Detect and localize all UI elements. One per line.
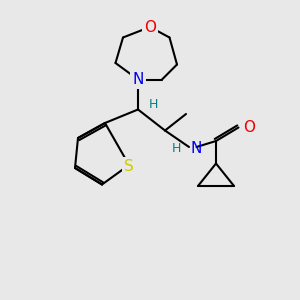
Text: S: S: [124, 159, 134, 174]
Text: H: H: [172, 142, 182, 155]
Text: O: O: [144, 20, 156, 34]
Text: N: N: [132, 72, 144, 87]
Text: O: O: [243, 120, 255, 135]
Text: N: N: [190, 141, 202, 156]
Text: H: H: [148, 98, 158, 112]
